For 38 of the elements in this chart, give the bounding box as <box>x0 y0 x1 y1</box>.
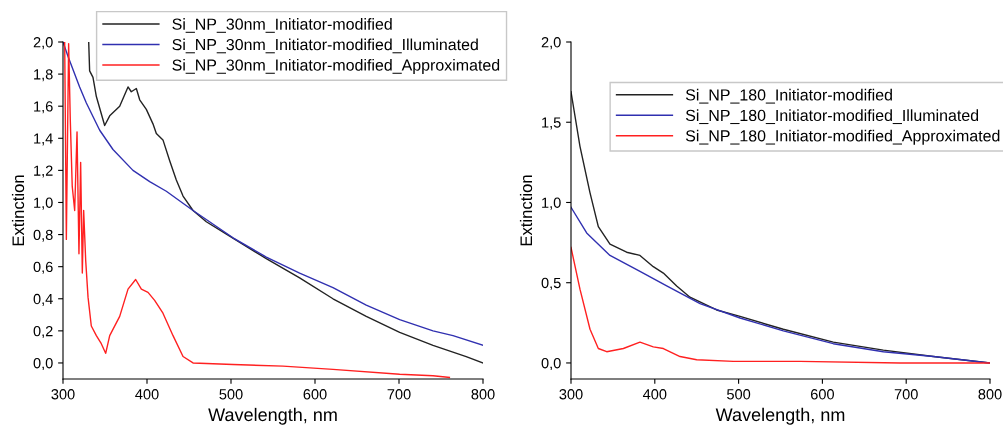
x-axis-title: Wavelength, nm <box>715 407 845 425</box>
legend-label: Si_NP_180_Initiator-modified_Illuminated <box>685 109 979 125</box>
legend-label: Si_NP_180_Initiator-modified <box>685 88 892 104</box>
legend-label: Si_NP_30nm_Initiator-modified <box>172 18 392 33</box>
y-tick-label: 2,0 <box>541 37 561 50</box>
x-tick-label: 800 <box>978 389 1002 400</box>
y-tick-label: 0,0 <box>541 358 561 371</box>
x-tick-label: 400 <box>642 389 667 400</box>
x-axis-title: Wavelength, nm <box>208 407 337 425</box>
y-tick-label: 1,0 <box>34 197 53 210</box>
y-tick-label: 0,2 <box>33 325 53 339</box>
x-tick-label: 300 <box>559 389 583 400</box>
x-tick-label: 600 <box>810 389 834 400</box>
y-tick-label: 0,5 <box>541 277 561 290</box>
x-tick-label: 700 <box>387 389 411 400</box>
x-tick-label: 700 <box>894 389 918 400</box>
y-tick-label: 0,0 <box>33 358 53 371</box>
x-tick-label: 500 <box>727 389 751 400</box>
y-tick-label: 1,2 <box>34 165 53 178</box>
y-tick-label: 1,0 <box>542 197 561 210</box>
y-tick-label: 0,8 <box>33 229 53 242</box>
y-axis-title: Extinction <box>11 175 25 246</box>
y-tick-label: 0,6 <box>33 261 53 274</box>
x-tick-label: 400 <box>135 389 159 400</box>
y-tick-label: 1,8 <box>34 69 53 82</box>
y-tick-label: 0,4 <box>33 293 53 306</box>
y-axis-title: Extinction <box>519 175 533 246</box>
y-tick-label: 1,4 <box>34 133 53 146</box>
x-tick-label: 300 <box>51 389 75 400</box>
y-tick-label: 1,6 <box>34 101 53 114</box>
x-tick-label: 500 <box>219 389 243 400</box>
y-tick-label: 2,0 <box>33 37 53 50</box>
x-tick-label: 800 <box>471 389 495 400</box>
x-tick-label: 600 <box>303 389 327 400</box>
y-tick-label: 1,5 <box>542 117 561 130</box>
legend-label: Si_NP_30nm_Initiator-modified_Illuminated <box>172 38 478 54</box>
legend-label: Si_NP_30nm_Initiator-modified_Approximated <box>172 59 500 74</box>
legend-label: Si_NP_180_Initiator-modified_Approximated <box>685 129 1000 145</box>
